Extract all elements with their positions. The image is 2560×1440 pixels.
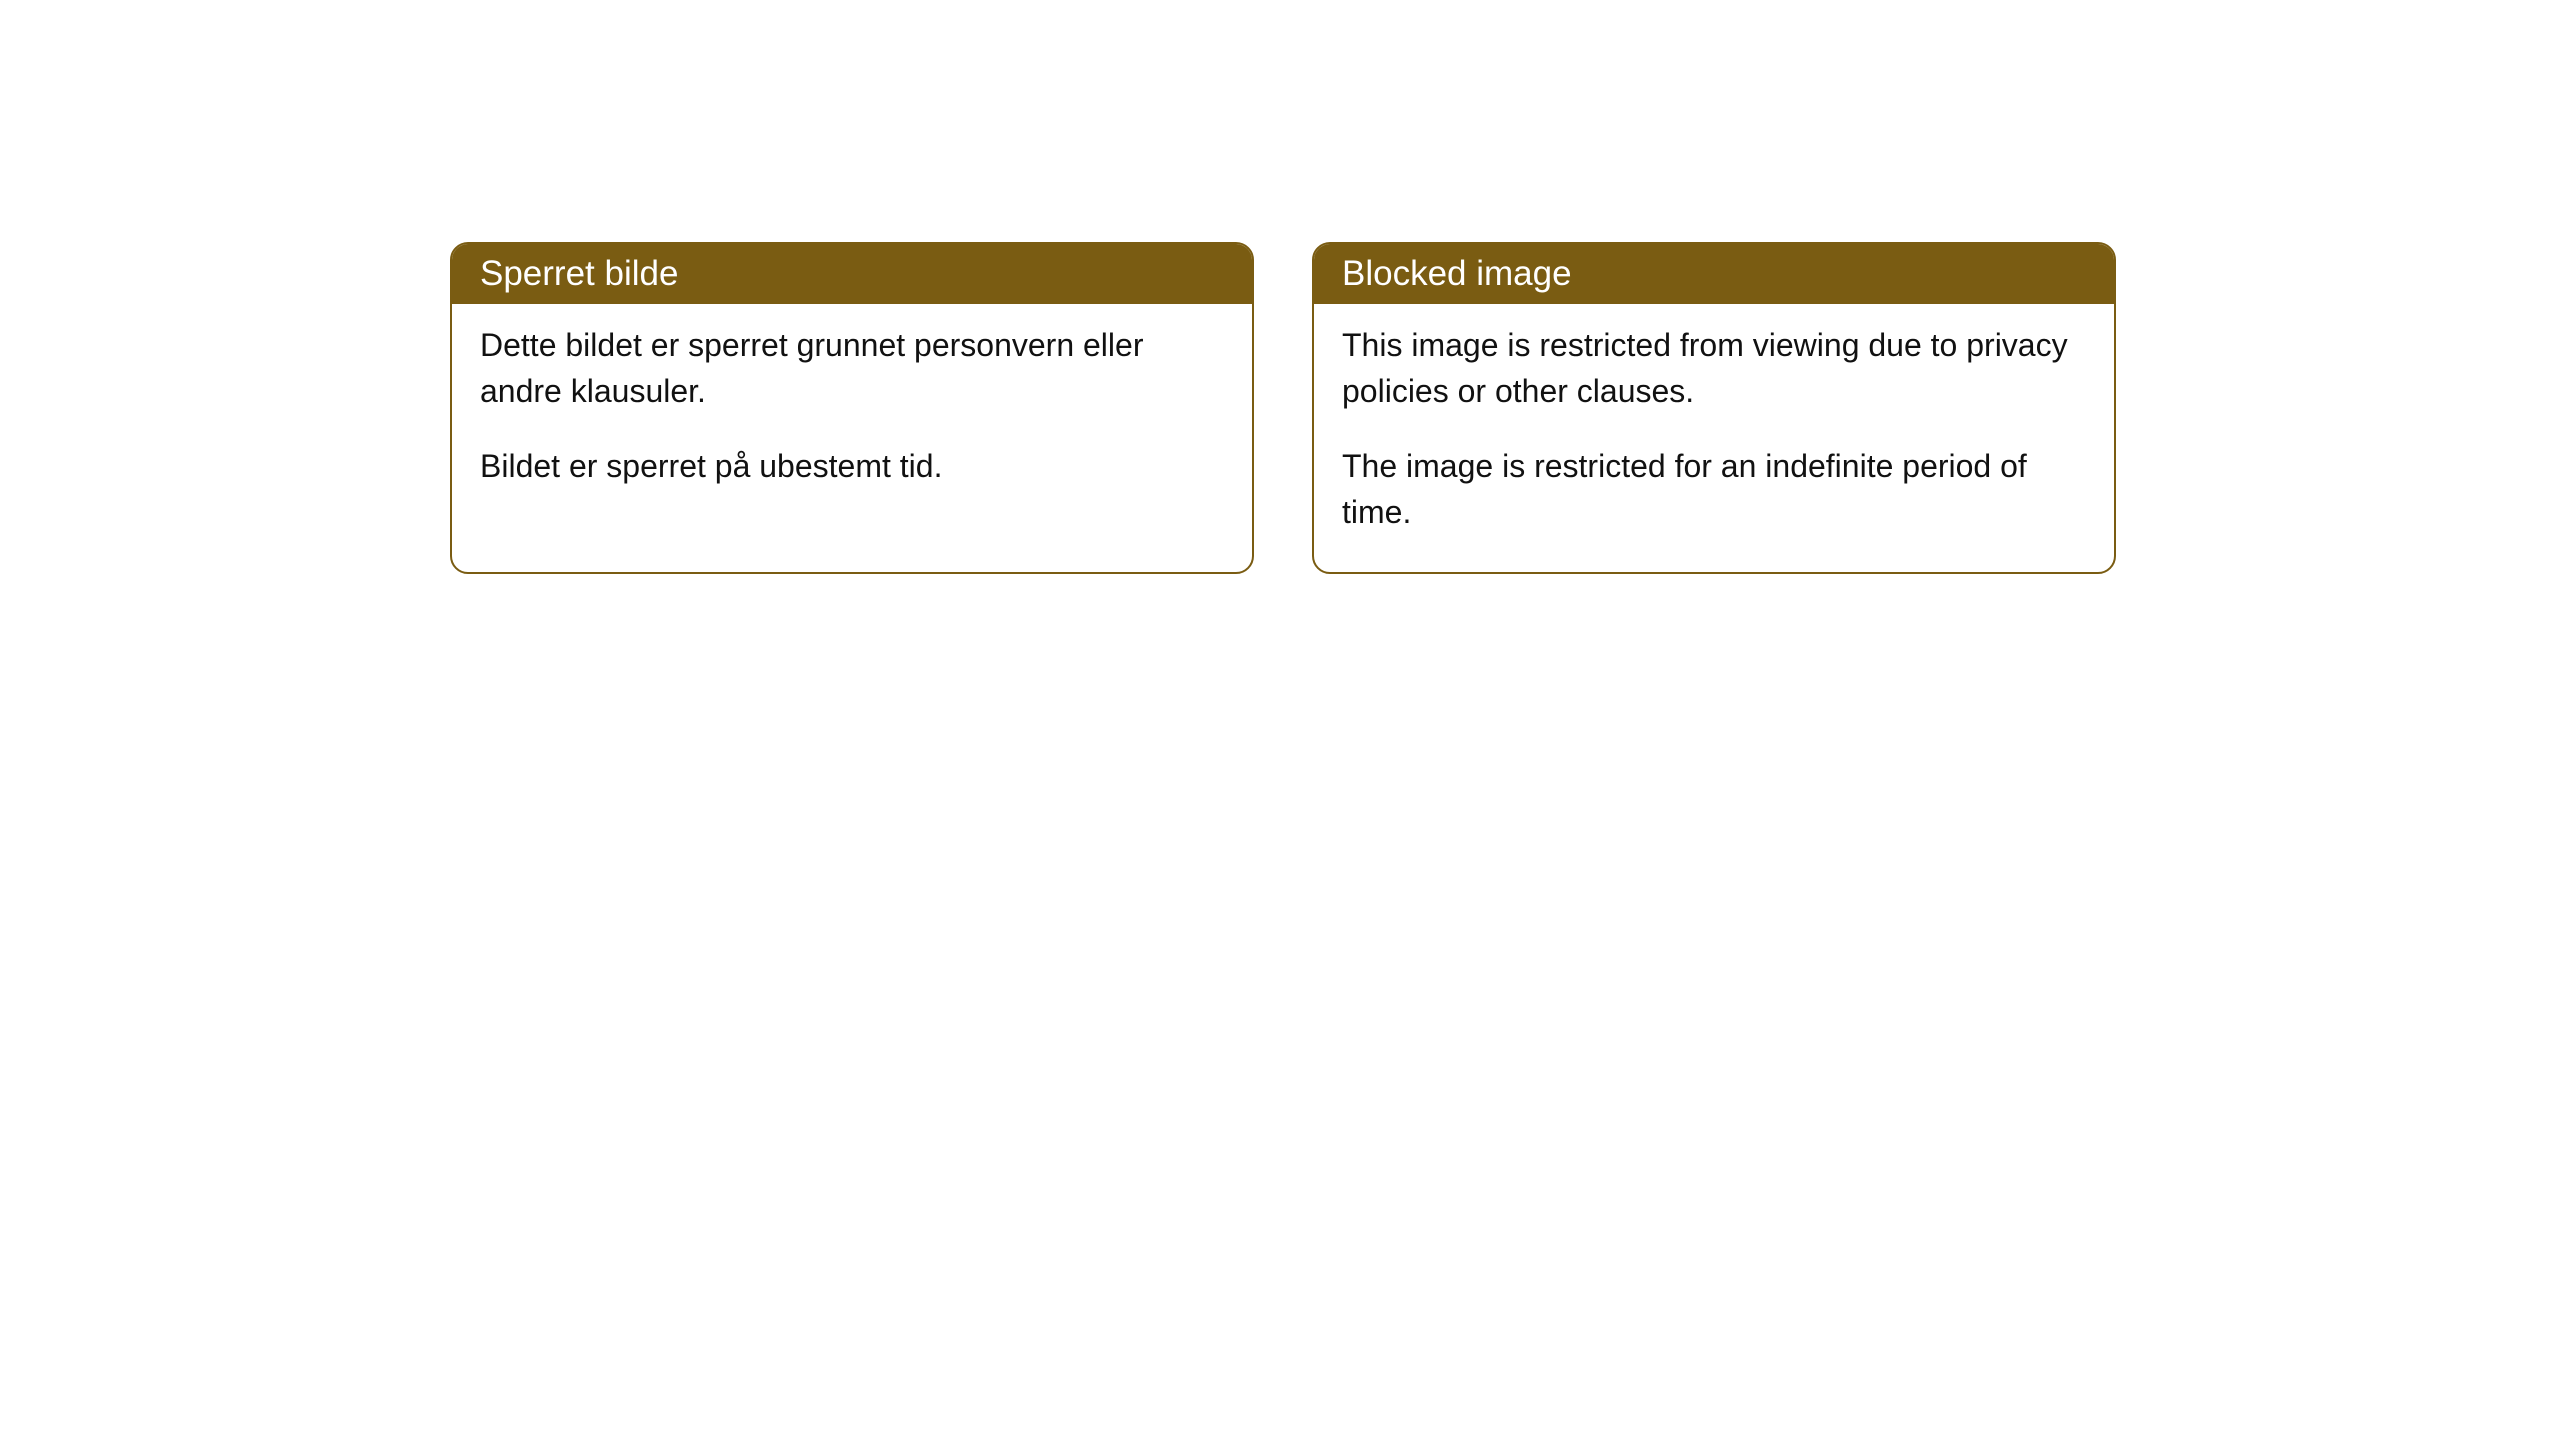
notice-paragraph: The image is restricted for an indefinit… (1342, 443, 2086, 536)
notice-title: Blocked image (1314, 244, 2114, 304)
notice-body: Dette bildet er sperret grunnet personve… (452, 304, 1252, 525)
notice-paragraph: Bildet er sperret på ubestemt tid. (480, 443, 1224, 489)
notice-body: This image is restricted from viewing du… (1314, 304, 2114, 572)
notice-card-english: Blocked image This image is restricted f… (1312, 242, 2116, 574)
notice-paragraph: This image is restricted from viewing du… (1342, 322, 2086, 415)
notice-cards-container: Sperret bilde Dette bildet er sperret gr… (450, 242, 2116, 574)
notice-title: Sperret bilde (452, 244, 1252, 304)
notice-paragraph: Dette bildet er sperret grunnet personve… (480, 322, 1224, 415)
notice-card-norwegian: Sperret bilde Dette bildet er sperret gr… (450, 242, 1254, 574)
